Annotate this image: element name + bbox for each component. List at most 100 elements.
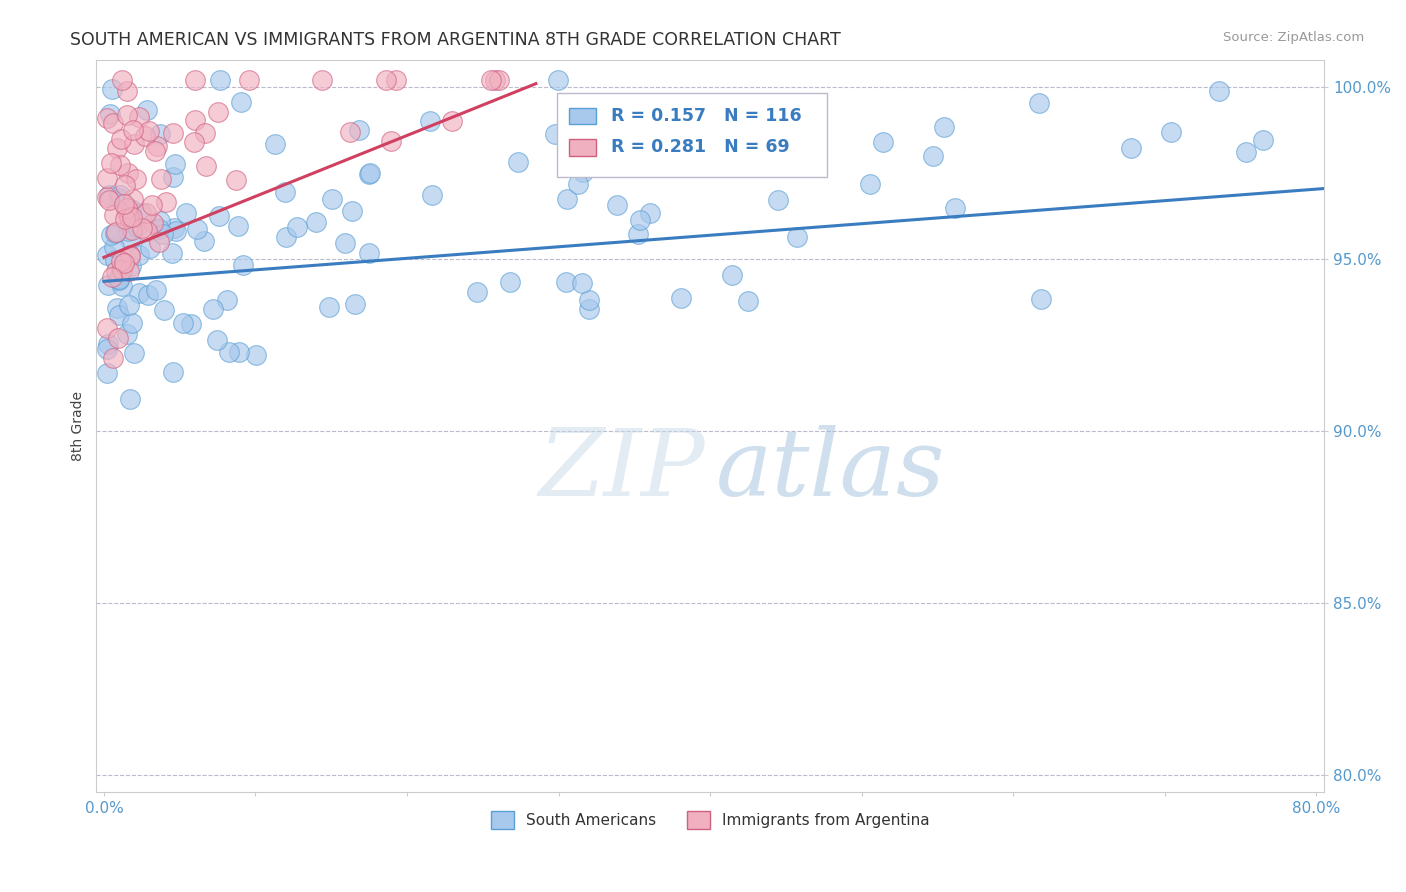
Point bbox=[135, 103, 157, 117]
Point bbox=[186, 221, 208, 235]
Point bbox=[149, 213, 172, 227]
Point bbox=[120, 202, 142, 216]
Point bbox=[108, 272, 131, 286]
Point bbox=[349, 123, 371, 137]
Point bbox=[321, 193, 343, 207]
Point bbox=[98, 107, 121, 121]
Point bbox=[226, 219, 249, 234]
Text: atlas: atlas bbox=[716, 425, 946, 515]
Point bbox=[162, 220, 184, 235]
Point bbox=[143, 145, 166, 159]
Point bbox=[105, 225, 128, 239]
Point bbox=[786, 229, 808, 244]
Point bbox=[669, 291, 692, 305]
Point bbox=[163, 157, 186, 171]
Point bbox=[640, 206, 662, 220]
Point bbox=[107, 331, 129, 345]
Point bbox=[184, 113, 207, 128]
Point bbox=[737, 293, 759, 308]
Point bbox=[101, 116, 124, 130]
Point bbox=[118, 298, 141, 312]
Point bbox=[110, 73, 132, 87]
Point bbox=[117, 224, 139, 238]
Text: R = 0.157   N = 116: R = 0.157 N = 116 bbox=[610, 107, 801, 125]
Point bbox=[208, 209, 231, 223]
Point bbox=[344, 297, 367, 311]
Point bbox=[150, 171, 173, 186]
FancyBboxPatch shape bbox=[557, 93, 827, 177]
Point bbox=[162, 169, 184, 184]
Point bbox=[571, 277, 593, 291]
Point bbox=[209, 73, 232, 87]
Point bbox=[207, 105, 229, 120]
Point bbox=[121, 223, 143, 237]
Text: ZIP: ZIP bbox=[538, 425, 704, 515]
Point bbox=[600, 150, 623, 164]
Point bbox=[96, 366, 118, 380]
Point bbox=[263, 136, 285, 151]
Point bbox=[115, 327, 138, 342]
Point bbox=[225, 173, 247, 187]
Point bbox=[274, 229, 297, 244]
Point bbox=[721, 268, 744, 282]
Point bbox=[419, 113, 441, 128]
Point bbox=[100, 228, 122, 243]
Legend: South Americans, Immigrants from Argentina: South Americans, Immigrants from Argenti… bbox=[485, 805, 935, 836]
Point bbox=[162, 126, 184, 140]
Point bbox=[96, 190, 118, 204]
Point bbox=[174, 206, 197, 220]
Point bbox=[153, 303, 176, 318]
Point bbox=[218, 345, 240, 359]
Point bbox=[111, 279, 134, 293]
Point bbox=[555, 276, 578, 290]
Point bbox=[274, 185, 297, 199]
Point bbox=[499, 275, 522, 289]
Point bbox=[145, 139, 167, 153]
Point bbox=[238, 73, 260, 87]
Point bbox=[1028, 95, 1050, 110]
Point bbox=[110, 188, 132, 202]
Point bbox=[628, 213, 651, 227]
Point bbox=[114, 211, 136, 226]
Point bbox=[128, 285, 150, 300]
Point bbox=[122, 137, 145, 152]
Point bbox=[1251, 133, 1274, 147]
Point bbox=[162, 365, 184, 379]
Point bbox=[96, 112, 118, 126]
Point bbox=[96, 336, 118, 351]
Point bbox=[155, 195, 177, 210]
Point bbox=[339, 125, 361, 139]
Point bbox=[128, 110, 150, 124]
Point bbox=[232, 258, 254, 272]
Point bbox=[194, 159, 217, 173]
Point bbox=[110, 132, 132, 146]
Point bbox=[152, 227, 174, 241]
Point bbox=[858, 178, 880, 192]
Point bbox=[122, 193, 145, 207]
Point bbox=[441, 114, 464, 128]
Point bbox=[138, 123, 160, 137]
Point bbox=[318, 300, 340, 314]
Point bbox=[117, 166, 139, 180]
Point bbox=[567, 177, 589, 191]
Point bbox=[506, 154, 529, 169]
Point bbox=[359, 166, 381, 180]
Point bbox=[110, 158, 132, 172]
Point bbox=[215, 293, 238, 308]
Point bbox=[245, 348, 267, 362]
Point bbox=[333, 236, 356, 251]
Point bbox=[114, 204, 136, 219]
Point bbox=[626, 227, 648, 241]
Text: SOUTH AMERICAN VS IMMIGRANTS FROM ARGENTINA 8TH GRADE CORRELATION CHART: SOUTH AMERICAN VS IMMIGRANTS FROM ARGENT… bbox=[70, 31, 841, 49]
Point bbox=[285, 219, 308, 234]
Point bbox=[105, 301, 128, 315]
Point bbox=[111, 263, 134, 277]
Point bbox=[104, 264, 127, 278]
Point bbox=[422, 187, 444, 202]
Point bbox=[104, 253, 127, 268]
Point bbox=[118, 233, 141, 247]
Point bbox=[1029, 292, 1052, 306]
Point bbox=[112, 255, 135, 269]
Point bbox=[110, 261, 132, 276]
Point bbox=[120, 392, 142, 406]
